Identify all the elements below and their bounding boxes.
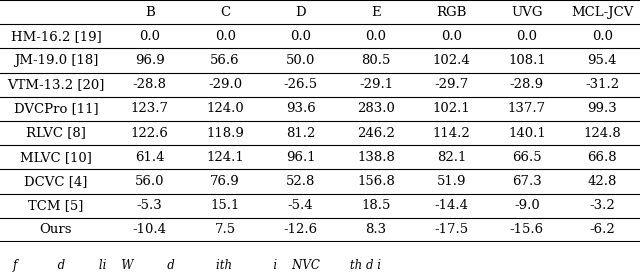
Text: -29.7: -29.7 <box>435 78 468 91</box>
Text: MCL-JCV: MCL-JCV <box>571 6 634 19</box>
Text: 50.0: 50.0 <box>286 54 316 67</box>
Text: 0.0: 0.0 <box>592 30 612 43</box>
Text: VTM-13.2 [20]: VTM-13.2 [20] <box>7 78 105 91</box>
Text: 156.8: 156.8 <box>357 175 395 188</box>
Text: -9.0: -9.0 <box>514 199 540 212</box>
Text: -31.2: -31.2 <box>585 78 620 91</box>
Text: 118.9: 118.9 <box>206 126 244 140</box>
Text: 82.1: 82.1 <box>436 151 466 164</box>
Text: Ours: Ours <box>40 223 72 236</box>
Text: DVCPro [11]: DVCPro [11] <box>13 102 99 116</box>
Text: 114.2: 114.2 <box>433 126 470 140</box>
Text: 108.1: 108.1 <box>508 54 546 67</box>
Text: -14.4: -14.4 <box>435 199 468 212</box>
Text: 56.6: 56.6 <box>211 54 240 67</box>
Text: -26.5: -26.5 <box>284 78 317 91</box>
Text: -5.3: -5.3 <box>137 199 163 212</box>
Text: 76.9: 76.9 <box>211 175 240 188</box>
Text: 93.6: 93.6 <box>285 102 316 116</box>
Text: D: D <box>295 6 306 19</box>
Text: 0.0: 0.0 <box>214 30 236 43</box>
Text: JM-19.0 [18]: JM-19.0 [18] <box>14 54 98 67</box>
Text: 0.0: 0.0 <box>140 30 160 43</box>
Text: 52.8: 52.8 <box>286 175 316 188</box>
Text: 66.8: 66.8 <box>588 151 617 164</box>
Text: E: E <box>371 6 381 19</box>
Text: MLVC [10]: MLVC [10] <box>20 151 92 164</box>
Text: 124.0: 124.0 <box>206 102 244 116</box>
Text: -17.5: -17.5 <box>435 223 468 236</box>
Text: 0.0: 0.0 <box>290 30 311 43</box>
Text: 18.5: 18.5 <box>362 199 390 212</box>
Text: B: B <box>145 6 155 19</box>
Text: 138.8: 138.8 <box>357 151 395 164</box>
Text: -12.6: -12.6 <box>284 223 317 236</box>
Text: -10.4: -10.4 <box>132 223 166 236</box>
Text: 283.0: 283.0 <box>357 102 395 116</box>
Text: -5.4: -5.4 <box>288 199 314 212</box>
Text: 246.2: 246.2 <box>357 126 395 140</box>
Text: 15.1: 15.1 <box>211 199 240 212</box>
Text: 8.3: 8.3 <box>365 223 387 236</box>
Text: 61.4: 61.4 <box>135 151 164 164</box>
Text: -3.2: -3.2 <box>589 199 615 212</box>
Text: DCVC [4]: DCVC [4] <box>24 175 88 188</box>
Text: UVG: UVG <box>511 6 543 19</box>
Text: C: C <box>220 6 230 19</box>
Text: -6.2: -6.2 <box>589 223 615 236</box>
Text: 102.4: 102.4 <box>433 54 470 67</box>
Text: RGB: RGB <box>436 6 467 19</box>
Text: 7.5: 7.5 <box>214 223 236 236</box>
Text: -29.0: -29.0 <box>208 78 242 91</box>
Text: 123.7: 123.7 <box>131 102 169 116</box>
Text: 124.8: 124.8 <box>584 126 621 140</box>
Text: 102.1: 102.1 <box>433 102 470 116</box>
Text: 80.5: 80.5 <box>362 54 390 67</box>
Text: -15.6: -15.6 <box>510 223 544 236</box>
Text: 95.4: 95.4 <box>588 54 617 67</box>
Text: 0.0: 0.0 <box>441 30 462 43</box>
Text: 67.3: 67.3 <box>512 175 541 188</box>
Text: 56.0: 56.0 <box>135 175 164 188</box>
Text: -28.9: -28.9 <box>510 78 544 91</box>
Text: RLVC [8]: RLVC [8] <box>26 126 86 140</box>
Text: 96.1: 96.1 <box>285 151 316 164</box>
Text: 140.1: 140.1 <box>508 126 546 140</box>
Text: 51.9: 51.9 <box>436 175 466 188</box>
Text: 81.2: 81.2 <box>286 126 316 140</box>
Text: 124.1: 124.1 <box>206 151 244 164</box>
Text: 96.9: 96.9 <box>135 54 164 67</box>
Text: 42.8: 42.8 <box>588 175 617 188</box>
Text: 66.5: 66.5 <box>512 151 541 164</box>
Text: -28.8: -28.8 <box>132 78 166 91</box>
Text: -29.1: -29.1 <box>359 78 393 91</box>
Text: 0.0: 0.0 <box>516 30 538 43</box>
Text: 122.6: 122.6 <box>131 126 169 140</box>
Text: HM-16.2 [19]: HM-16.2 [19] <box>11 30 101 43</box>
Text: TCM [5]: TCM [5] <box>28 199 84 212</box>
Text: 99.3: 99.3 <box>588 102 617 116</box>
Text: 0.0: 0.0 <box>365 30 387 43</box>
Text: f           d         li    W         d           ith           i    NVC        : f d li W d ith i NVC <box>13 259 382 272</box>
Text: 137.7: 137.7 <box>508 102 546 116</box>
